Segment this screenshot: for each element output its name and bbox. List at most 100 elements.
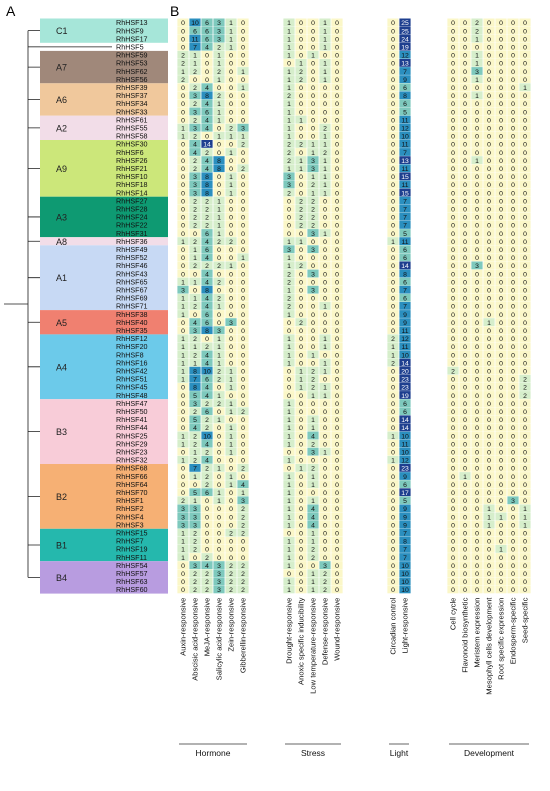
heat-cell xyxy=(283,253,295,262)
cell-value: 19 xyxy=(401,44,409,51)
heat-cell xyxy=(399,83,411,92)
heat-cell xyxy=(307,480,319,488)
heat-cell xyxy=(225,480,237,488)
cell-value: 0 xyxy=(299,514,303,521)
heat-cell xyxy=(213,140,225,148)
cell-value: 2 xyxy=(323,571,327,578)
cell-value: 0 xyxy=(487,336,491,343)
cell-value: 1 xyxy=(193,449,197,456)
cell-value: 1 xyxy=(287,433,291,440)
cell-value: 0 xyxy=(229,466,233,473)
cell-value: 4 xyxy=(193,150,197,157)
cell-value: 0 xyxy=(181,20,185,27)
cell-value: 0 xyxy=(451,223,455,230)
heat-cell xyxy=(387,123,399,132)
heat-cell xyxy=(399,131,411,140)
heat-cell xyxy=(447,439,459,448)
clade-C1 xyxy=(40,18,168,43)
cell-value: 0 xyxy=(181,449,185,456)
heat-cell xyxy=(177,561,189,569)
heat-cell xyxy=(331,310,343,318)
heat-cell xyxy=(331,472,343,480)
heat-cell xyxy=(189,123,201,132)
column-label: Abscisic acid-responsive xyxy=(191,598,200,681)
cell-value: 0 xyxy=(511,385,515,392)
heat-cell xyxy=(295,431,307,440)
cell-value: 4 xyxy=(205,239,209,246)
cell-value: 0 xyxy=(475,571,479,578)
gene-label: RhHSF22 xyxy=(116,221,148,230)
cell-value: 0 xyxy=(523,117,527,124)
gene-label: RhHSF64 xyxy=(116,480,148,489)
heat-cell xyxy=(189,350,201,359)
heat-cell xyxy=(283,148,295,156)
heat-cell xyxy=(237,488,249,497)
heat-cell xyxy=(471,196,483,205)
cell-value: 0 xyxy=(241,441,245,448)
cell-value: 2 xyxy=(475,28,479,35)
heat-cell xyxy=(459,34,471,43)
heat-cell xyxy=(459,480,471,488)
heat-cell xyxy=(225,237,237,245)
cell-value: 0 xyxy=(475,579,479,586)
heat-cell xyxy=(237,391,249,399)
cell-value: 2 xyxy=(299,223,303,230)
heat-cell xyxy=(237,204,249,213)
heat-cell xyxy=(225,455,237,464)
heat-cell xyxy=(295,399,307,407)
cell-value: 0 xyxy=(323,417,327,424)
cell-value: 0 xyxy=(487,377,491,384)
heat-cell xyxy=(447,480,459,488)
cell-value: 9 xyxy=(403,77,407,84)
heat-cell xyxy=(387,326,399,335)
cell-value: 2 xyxy=(217,93,221,100)
cell-value: 0 xyxy=(241,547,245,554)
heat-cell xyxy=(237,34,249,43)
cell-value: 0 xyxy=(463,198,467,205)
heat-cell xyxy=(283,34,295,43)
panel-a-label: A xyxy=(6,3,16,19)
cell-value: 2 xyxy=(193,352,197,359)
cell-value: 0 xyxy=(391,150,395,157)
cell-value: 0 xyxy=(229,344,233,351)
heat-cell xyxy=(177,293,189,302)
heat-cell xyxy=(519,423,531,432)
heat-cell xyxy=(471,577,483,586)
cell-value: 1 xyxy=(475,93,479,100)
cell-value: 2 xyxy=(311,368,315,375)
heat-cell xyxy=(459,464,471,472)
cell-value: 3 xyxy=(193,328,197,335)
heat-cell xyxy=(295,545,307,553)
heat-cell xyxy=(495,148,507,156)
cell-value: 0 xyxy=(229,328,233,335)
gene-label: RhHSF60 xyxy=(116,585,148,594)
heat-cell xyxy=(189,302,201,310)
cell-value: 0 xyxy=(463,206,467,213)
cell-value: 0 xyxy=(499,223,503,230)
cell-value: 0 xyxy=(451,271,455,278)
heat-cell xyxy=(471,358,483,367)
clade-label: A4 xyxy=(56,362,67,372)
cell-value: 0 xyxy=(499,20,503,27)
heat-cell xyxy=(225,407,237,416)
clade-B3 xyxy=(40,399,168,464)
cell-value: 3 xyxy=(193,514,197,521)
cell-value: 2 xyxy=(451,368,455,375)
heat-cell xyxy=(399,407,411,416)
cell-value: 0 xyxy=(475,587,479,594)
cell-value: 0 xyxy=(241,109,245,116)
cell-value: 2 xyxy=(205,215,209,222)
heat-cell xyxy=(225,577,237,586)
heat-cell xyxy=(237,75,249,83)
heat-cell xyxy=(283,261,295,270)
cell-value: 1 xyxy=(241,69,245,76)
cell-value: 0 xyxy=(311,69,315,76)
cell-value: 0 xyxy=(391,142,395,149)
heat-cell xyxy=(399,172,411,181)
cell-value: 0 xyxy=(523,417,527,424)
cell-value: 0 xyxy=(511,409,515,416)
heat-cell xyxy=(225,261,237,270)
cell-value: 0 xyxy=(463,547,467,554)
heat-cell xyxy=(519,245,531,254)
cell-value: 0 xyxy=(523,166,527,173)
